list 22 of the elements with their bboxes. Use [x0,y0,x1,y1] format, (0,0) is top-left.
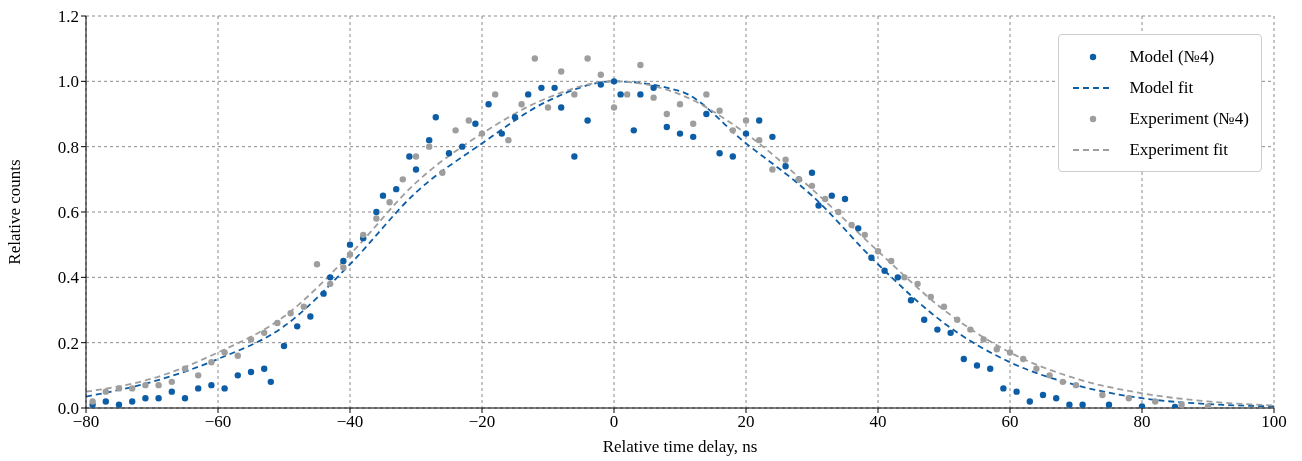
x-tick-label: −20 [468,412,496,432]
legend-label: Experiment (№4) [1129,108,1249,130]
x-tick-label: −60 [204,412,232,432]
legend-label: Experiment fit [1129,139,1229,161]
legend-label: Model (№4) [1129,46,1215,68]
y-tick-label: 0.0 [57,399,79,419]
legend-label: Model fit [1129,77,1194,99]
x-tick-label: 60 [1001,412,1019,432]
y-tick-label: 1.2 [57,7,79,27]
x-tick-label: 100 [1261,412,1287,432]
y-tick-label: 0.6 [57,203,79,223]
y-axis-title: Relative counts [5,159,25,265]
x-tick-label: 0 [609,412,619,432]
y-tick-label: 1.0 [57,72,79,92]
y-tick-label: 0.4 [57,268,80,288]
x-tick-label: 40 [869,412,887,432]
x-tick-label: 20 [737,412,755,432]
x-tick-label: −40 [336,412,364,432]
x-tick-label: 80 [1133,412,1151,432]
x-axis-title: Relative time delay, ns [602,437,758,456]
y-tick-label: 0.2 [57,333,79,353]
y-tick-label: 0.8 [57,137,79,157]
